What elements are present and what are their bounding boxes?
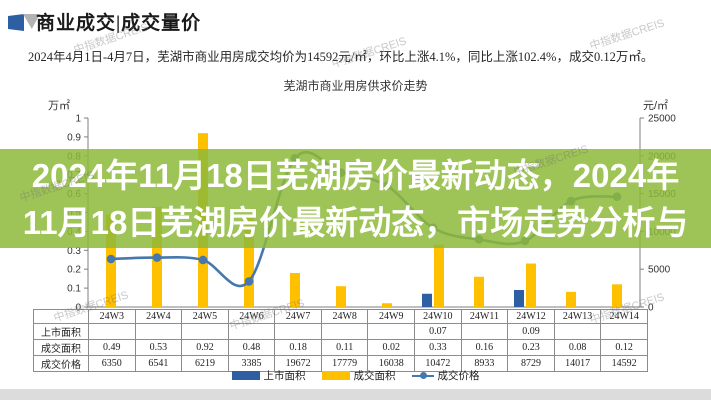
legend-item: 上市面积 [231, 368, 306, 383]
week-column-header: 24W5 [181, 309, 229, 324]
price-line-marker [152, 253, 162, 262]
table-header-row: 24W3 24W4 24W5 24W6 24W7 24W8 24W9 24W10 24W11 24… [33, 309, 648, 324]
price-line-marker [198, 255, 208, 265]
table-cell: 0.92 [181, 339, 229, 356]
table-cell [134, 323, 183, 340]
table-cell [227, 323, 276, 340]
axis-tick-label: 0.2 [67, 265, 81, 276]
table-cell [88, 323, 136, 340]
table-header: 24W3 24W4 24W5 24W6 24W7 24W8 24W9 24W10 24W11 24… [33, 309, 648, 324]
axis-tick-label: 0.9 [67, 132, 81, 143]
bar-sold-area [474, 276, 484, 307]
chart-title: 芜湖市商业用房供求价走势 [283, 79, 428, 93]
table-cell: 14592 [600, 355, 648, 372]
table-row: 成交价格 6350 6541 6219 3385 19672 17779 16038 10472… [33, 355, 648, 372]
table-cell: 0.16 [460, 339, 509, 356]
brand-logo-blue-icon [8, 14, 24, 31]
bar-sold-area [612, 284, 622, 307]
row-label: 成交面积 [33, 339, 89, 356]
legend-label: 成交价格 [437, 371, 480, 382]
bar-sold-area [566, 291, 576, 307]
bar-listed-area [422, 293, 432, 307]
price-line-marker [244, 277, 254, 286]
data-table: 24W3 24W4 24W5 24W6 24W7 24W8 24W9 24W10 24W11 24… [33, 309, 648, 372]
table-cell [600, 323, 648, 340]
table-cell: 0.12 [600, 339, 648, 356]
week-column-header: 24W10 [414, 309, 462, 324]
summary-text: 2024年4月1日-4月7日，芜湖市商业用房成交均价为14592元/㎡，环比上涨… [28, 50, 654, 64]
table-corner-cell [33, 309, 89, 324]
table-cell: 0.49 [88, 339, 136, 356]
legend-swatch-bar [321, 371, 350, 380]
table-cell: 0.08 [553, 339, 602, 356]
headline-line2: 11月18日芜湖房价最新动态，市场走势分析与 [22, 203, 689, 241]
left-axis-unit: 万㎡ [48, 100, 70, 112]
table-cell [367, 323, 416, 340]
right-axis-unit: 元/㎡ [643, 100, 669, 112]
headline-line1: 2024年11月18日芜湖房价最新动态，2024年 [31, 156, 680, 194]
bar-sold-area [382, 303, 392, 307]
week-column-header: 24W12 [507, 309, 555, 324]
bar-sold-area [526, 263, 536, 307]
table-cell: 8933 [460, 355, 509, 372]
table-cell: 0.53 [134, 339, 183, 356]
table-cell: 6541 [134, 355, 183, 372]
legend-swatch-bar [231, 371, 260, 380]
week-column-header: 24W9 [367, 309, 416, 324]
row-label: 上市面积 [33, 323, 89, 340]
table-cell: 0.18 [274, 339, 322, 356]
table-cell: 0.11 [320, 339, 369, 356]
axis-tick-label: 0 [648, 303, 654, 313]
table-cell: 0.09 [507, 323, 555, 340]
row-label: 成交价格 [33, 355, 89, 372]
week-column-header: 24W7 [274, 309, 322, 324]
week-column-header: 24W11 [460, 309, 509, 324]
table-cell [460, 323, 509, 340]
axis-tick-label: 25000 [648, 114, 676, 125]
table-cell: 0.33 [414, 339, 462, 356]
axis-tick-label: 0 [75, 303, 81, 313]
week-column-header: 24W8 [320, 309, 369, 324]
axis-tick-label: 0.1 [67, 284, 81, 295]
bottom-gray-band [0, 389, 711, 400]
table-cell: 0.23 [507, 339, 555, 356]
week-column-header: 24W13 [553, 309, 602, 324]
legend-label: 上市面积 [263, 371, 306, 382]
table-cell: 0.07 [414, 323, 462, 340]
table-cell: 8729 [507, 355, 555, 372]
headline-overlay: 2024年11月18日芜湖房价最新动态，2024年 11月18日芜湖房价最新动态… [0, 149, 711, 248]
legend-item: 成交面积 [321, 368, 396, 383]
price-line-marker [106, 254, 116, 264]
table-body: 上市面积 0.07 0.09 成交面积 0.49 0.53 0.92 0.48 0.18 0.11… [33, 323, 648, 372]
bar-sold-area [434, 244, 444, 307]
bar-sold-area [336, 286, 346, 307]
table-cell: 0.48 [227, 339, 276, 356]
table-cell [320, 323, 369, 340]
table-cell: 0.02 [367, 339, 416, 356]
bar-sold-area [290, 272, 300, 307]
table-cell [181, 323, 229, 340]
axis-tick-label: 0.3 [67, 246, 81, 257]
legend-item: 成交价格 [411, 368, 480, 383]
table-row: 上市面积 0.07 0.09 [33, 323, 648, 340]
table-cell: 16038 [367, 355, 416, 372]
axis-tick-label: 1 [75, 114, 81, 125]
legend-swatch-line [411, 371, 434, 380]
table-cell [274, 323, 322, 340]
week-column-header: 24W4 [134, 309, 183, 324]
legend-label: 成交面积 [353, 371, 396, 382]
bar-sold-area [244, 216, 254, 307]
week-column-header: 24W14 [600, 309, 648, 324]
table-cell [553, 323, 602, 340]
page-title: 商业成交|成交量价 [36, 13, 202, 34]
table-row: 成交面积 0.49 0.53 0.92 0.48 0.18 0.11 0.02 0.33 0.16… [33, 339, 648, 356]
week-column-header: 24W3 [88, 309, 136, 324]
axis-tick-label: 5000 [648, 265, 671, 276]
bar-listed-area [514, 289, 524, 307]
chart-legend: 上市面积 成交面积 成交价格 [0, 368, 711, 383]
week-column-header: 24W6 [227, 309, 276, 324]
